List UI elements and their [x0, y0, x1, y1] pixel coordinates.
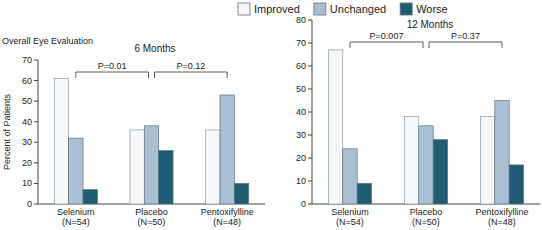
x-tick-label-line: Pentoxifylline	[201, 207, 254, 217]
chart-root: Overall Eye Evaluation 6 Months Percent of…	[0, 0, 542, 230]
y-tick-label: 70	[22, 55, 32, 65]
panel-title: 6 Months	[134, 43, 175, 54]
x-tick-label: Pentoxifylline(N=48)	[475, 207, 528, 227]
y-tick-label: 30	[22, 137, 32, 147]
y-tick	[34, 204, 38, 205]
bar: Worse	[83, 190, 97, 204]
x-tick-label: Selenium(N=54)	[331, 207, 369, 227]
legend-swatch	[314, 3, 326, 15]
bar: Improved	[130, 130, 144, 204]
y-tick-label: 50	[296, 84, 306, 94]
y-tick-label: 10	[22, 178, 32, 188]
y-tick-label: 70	[296, 38, 306, 48]
p-value: P=0.37	[451, 31, 480, 41]
y-tick	[308, 89, 312, 90]
p-bracket	[155, 72, 228, 78]
y-tick-label: 60	[22, 76, 32, 86]
x-tick-label-line: (N=50)	[138, 217, 166, 227]
bar: Improved	[404, 117, 418, 204]
x-tick-label-line: (N=54)	[62, 217, 90, 227]
legend-label: Worse	[416, 3, 448, 15]
y-tick	[34, 183, 38, 184]
y-tick	[34, 142, 38, 143]
x-tick-label-line: (N=48)	[488, 217, 516, 227]
bars: ImprovedImprovedImprovedUnchangedUnchang…	[328, 50, 523, 204]
y-tick	[34, 60, 38, 61]
bar: Unchanged	[220, 95, 234, 204]
p-value: P=0.12	[176, 61, 205, 71]
y-tick-label: 0	[27, 199, 32, 209]
y-tick	[308, 204, 312, 205]
bar: Worse	[357, 183, 371, 204]
bar: Unchanged	[144, 126, 158, 204]
y-tick-label: 40	[22, 117, 32, 127]
bars: ImprovedImprovedImprovedUnchangedUnchang…	[54, 79, 248, 204]
y-tick	[308, 66, 312, 67]
y-tick-label: 50	[22, 96, 32, 106]
y-tick	[308, 20, 312, 21]
bar: Unchanged	[69, 138, 83, 204]
y-tick	[34, 121, 38, 122]
bar: Unchanged	[343, 149, 357, 204]
x-tick-label-line: (N=54)	[336, 217, 364, 227]
bar: Worse	[159, 151, 173, 204]
x-tick-label-line: Selenium	[331, 207, 369, 217]
bar: Worse	[234, 183, 248, 204]
y-tick-label: 20	[22, 158, 32, 168]
y-tick	[308, 181, 312, 182]
x-tick-label-line: Placebo	[410, 207, 443, 217]
x-tick-label-line: Placebo	[135, 207, 168, 217]
y-tick-label: 80	[296, 15, 306, 25]
y-tick	[34, 162, 38, 163]
x-tick-label-line: Pentoxifylline	[475, 207, 528, 217]
legend-label: Improved	[254, 3, 300, 15]
x-tick-label: Placebo(N=50)	[410, 207, 443, 227]
y-tick-label: 60	[296, 61, 306, 71]
bar: Improved	[328, 50, 342, 204]
p-bracket	[350, 42, 423, 48]
x-tick-label-line: (N=48)	[213, 217, 241, 227]
y-axis	[38, 60, 39, 204]
x-tick-label-line: Selenium	[57, 207, 95, 217]
y-tick-label: 40	[296, 107, 306, 117]
bar: Improved	[480, 117, 494, 204]
y-tick-label: 0	[301, 199, 306, 209]
y-tick	[308, 112, 312, 113]
chart-title: Overall Eye Evaluation	[2, 36, 93, 46]
x-tick-label: Placebo(N=50)	[135, 207, 168, 227]
y-tick	[34, 80, 38, 81]
x-tick-label-line: (N=50)	[412, 217, 440, 227]
y-tick	[308, 135, 312, 136]
y-tick	[308, 43, 312, 44]
bar: Improved	[206, 130, 220, 204]
bar: Worse	[433, 140, 447, 204]
p-value: P=0.01	[98, 61, 127, 71]
p-value: P=0.007	[370, 31, 404, 41]
y-tick-label: 10	[296, 176, 306, 186]
legend-swatch	[238, 3, 250, 15]
y-tick-label: 20	[296, 153, 306, 163]
legend: Improved Unchanged Worse	[238, 3, 448, 15]
x-tick-label: Selenium(N=54)	[57, 207, 95, 227]
p-bracket	[429, 42, 502, 48]
bar: Unchanged	[495, 101, 509, 205]
legend-label: Unchanged	[330, 3, 386, 15]
y-tick	[308, 158, 312, 159]
bar: Worse	[509, 165, 523, 204]
panel-title: 12 Months	[407, 19, 454, 30]
y-axis-label: Percent of Patients	[2, 93, 12, 170]
bar: Unchanged	[419, 126, 433, 204]
p-bracket	[76, 72, 149, 78]
x-tick-label: Pentoxifylline(N=48)	[201, 207, 254, 227]
y-tick-label: 30	[296, 130, 306, 140]
y-tick	[34, 101, 38, 102]
legend-swatch	[400, 3, 412, 15]
bar: Improved	[54, 79, 68, 204]
